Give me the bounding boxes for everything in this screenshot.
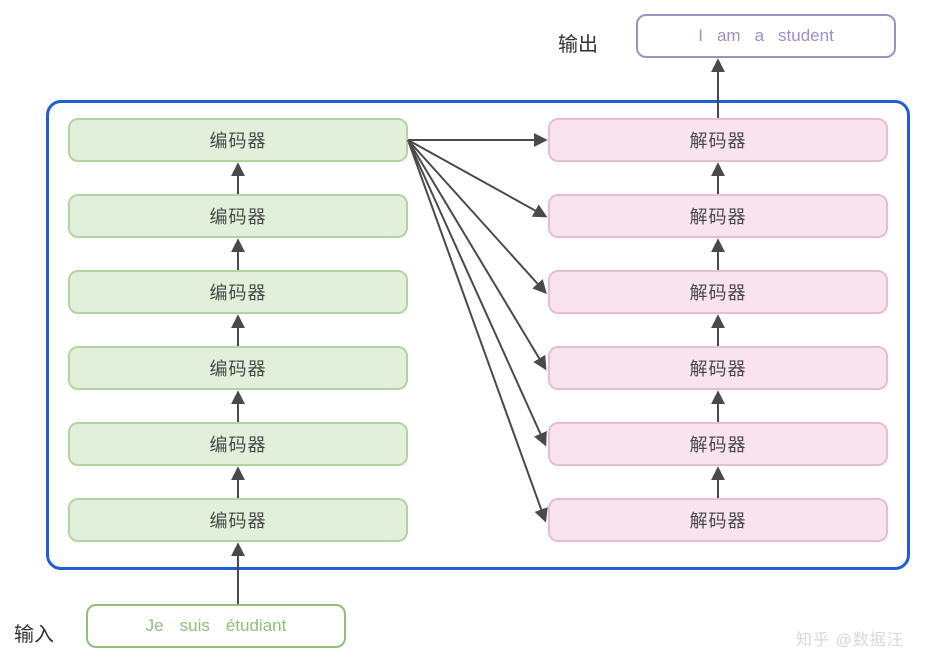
decoder-label: 解码器	[690, 127, 747, 153]
decoder-block: 解码器	[548, 498, 888, 542]
encoder-label: 编码器	[210, 203, 267, 229]
encoder-block: 编码器	[68, 498, 408, 542]
input-label: 输入	[14, 618, 54, 647]
input-token: suis	[180, 616, 210, 636]
encoder-label: 编码器	[210, 279, 267, 305]
output-token: am	[717, 26, 741, 46]
encoder-block: 编码器	[68, 422, 408, 466]
decoder-block: 解码器	[548, 118, 888, 162]
input-token: Je	[146, 616, 164, 636]
output-token: student	[778, 26, 834, 46]
input-box: Je suis étudiant	[86, 604, 346, 648]
encoder-label: 编码器	[210, 431, 267, 457]
decoder-label: 解码器	[690, 279, 747, 305]
watermark: 知乎 @数据汪	[796, 626, 904, 650]
encoder-block: 编码器	[68, 270, 408, 314]
encoder-block: 编码器	[68, 194, 408, 238]
encoder-block: 编码器	[68, 118, 408, 162]
decoder-block: 解码器	[548, 270, 888, 314]
decoder-label: 解码器	[690, 431, 747, 457]
output-token: a	[755, 26, 764, 46]
decoder-block: 解码器	[548, 346, 888, 390]
encoder-label: 编码器	[210, 127, 267, 153]
output-label: 输出	[558, 28, 598, 57]
decoder-label: 解码器	[690, 507, 747, 533]
output-box: I am a student	[636, 14, 896, 58]
output-token: I	[698, 26, 703, 46]
input-token: étudiant	[226, 616, 287, 636]
decoder-block: 解码器	[548, 422, 888, 466]
encoder-block: 编码器	[68, 346, 408, 390]
decoder-block: 解码器	[548, 194, 888, 238]
encoder-label: 编码器	[210, 507, 267, 533]
diagram-canvas: 输出 I am a student 编码器 编码器 编码器 编码器 编码器 编码…	[0, 0, 946, 663]
decoder-label: 解码器	[690, 355, 747, 381]
encoder-label: 编码器	[210, 355, 267, 381]
decoder-label: 解码器	[690, 203, 747, 229]
